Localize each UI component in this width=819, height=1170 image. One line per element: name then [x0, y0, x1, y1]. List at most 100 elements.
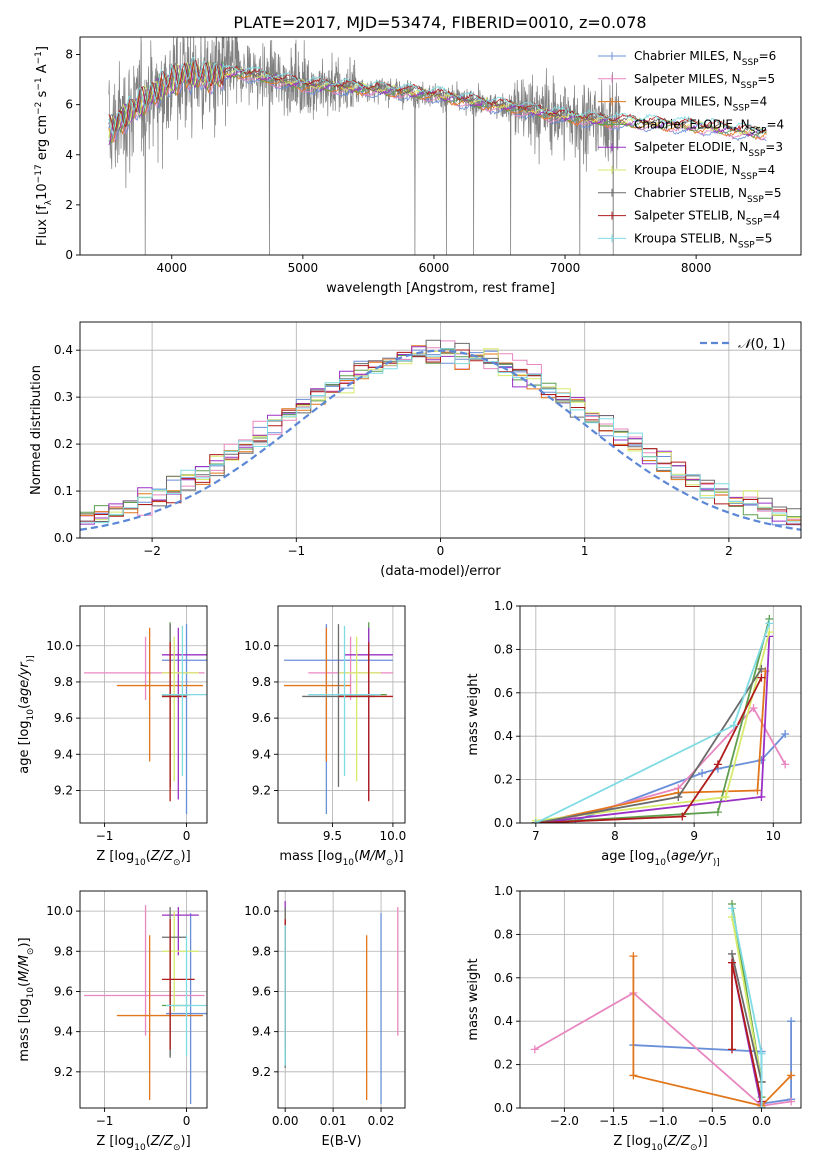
y-tick-label: 0.6 — [494, 971, 513, 985]
axes-age_vs_Z: −1 0 9.2 9.4 9.6 9.8 10.0 Z [log10(Z/Z⊙)] age [l… — [17, 605, 208, 868]
x-tick-label: 10 — [766, 829, 781, 843]
x-tick-label: 1 — [581, 544, 589, 558]
y-tick-label: 0.2 — [494, 1058, 513, 1072]
weight-line-salpeter_miles — [534, 991, 792, 1107]
weight-marker-salpeter_stelib — [678, 812, 687, 821]
y-tick-label: 9.2 — [252, 783, 271, 797]
y-tick-label: 6 — [65, 98, 73, 112]
x-axis-label: mass [log10(M/M⊙)] — [279, 849, 403, 868]
weight-marker-chabrier_miles — [698, 769, 707, 778]
y-tick-label: 0.4 — [494, 729, 513, 743]
axes-frame — [519, 605, 802, 824]
y-axis-label: mass [log10(M/M⊙)] — [17, 937, 36, 1061]
x-tick-label: 0.0 — [752, 1114, 771, 1128]
legend-label: Kroupa STELIB, NSSP=5 — [634, 231, 772, 250]
legend-label: Chabrier MILES, NSSP=6 — [634, 49, 776, 68]
weight-marker-kroupa_stelib — [531, 819, 540, 823]
histogram-kroupa_stelib — [80, 348, 801, 524]
legend-label: Salpeter MILES, NSSP=5 — [634, 72, 775, 91]
plot-area-weight_vs_age — [531, 615, 790, 823]
y-tick-label: 9.2 — [54, 1065, 73, 1079]
axes-spectrum: Chabrier MILES, NSSP=6 Salpeter MILES, NS… — [34, 36, 802, 296]
y-tick-label: 9.8 — [54, 944, 73, 958]
y-tick-label: 0.2 — [494, 773, 513, 787]
axes-frame — [79, 36, 802, 256]
weight-marker-chabrier_stelib — [727, 949, 736, 958]
legend-spectrum: Chabrier MILES, NSSP=6 Salpeter MILES, NS… — [598, 49, 784, 250]
y-tick-label: 0.8 — [494, 927, 513, 941]
plot-area-age_vs_Z — [84, 622, 207, 814]
weight-line-salpeter_stelib — [535, 677, 763, 823]
x-tick-label: 5000 — [288, 261, 319, 275]
x-tick-label: −1 — [287, 544, 305, 558]
weight-marker-kroupa_stelib — [757, 1104, 766, 1108]
weight-marker-salpeter_elodie — [757, 792, 766, 801]
weight-line-kroupa_miles — [632, 956, 792, 1107]
legend-label: Kroupa ELODIE, NSSP=4 — [634, 163, 775, 182]
weight-marker-salpeter_miles — [781, 760, 790, 769]
legend-label: Kroupa MILES, NSSP=4 — [634, 95, 767, 114]
legend-label: Chabrier ELODIE, NSSP=4 — [634, 117, 784, 136]
x-tick-label: −1 — [96, 1114, 114, 1128]
y-tick-label: 9.8 — [54, 675, 73, 689]
model-spectrum-kroupa_stelib — [108, 56, 767, 135]
y-tick-label: 9.6 — [54, 984, 73, 998]
weight-marker-kroupa_miles — [629, 1071, 638, 1080]
axes-frame — [519, 890, 802, 1109]
figure-title: PLATE=2017, MJD=53474, FIBERID=0010, z=0… — [233, 13, 646, 32]
legend-label: 𝒩(0, 1) — [738, 337, 785, 352]
legend-label: Salpeter STELIB, NSSP=4 — [634, 209, 780, 228]
y-tick-label: 0.2 — [54, 437, 73, 451]
legend-label: Salpeter ELODIE, NSSP=3 — [634, 140, 783, 159]
x-tick-label: 0 — [183, 829, 191, 843]
plot-area-spectrum — [108, 37, 767, 255]
axes-residuals: 𝒩(0, 1) −2 −1 0 1 2 0.0 0.1 0.2 0.3 0.4 (data-model… — [29, 321, 802, 579]
weight-marker-kroupa_stelib — [765, 619, 774, 628]
plot-area-mass_vs_ebv — [284, 901, 399, 1104]
y-tick-label: 0.4 — [494, 1014, 513, 1028]
y-tick-label: 0.3 — [54, 390, 73, 404]
y-tick-label: 1.0 — [494, 599, 513, 613]
weight-marker-chabrier_elodie — [713, 808, 722, 817]
y-axis-label: Flux [fλ10−17 erg cm−2 s−1 A−1] — [34, 46, 54, 246]
x-axis-label: Z [log10(Z/Z⊙)] — [96, 1134, 190, 1153]
x-tick-label: −2.0 — [550, 1114, 579, 1128]
y-tick-label: 0.6 — [494, 686, 513, 700]
axes-weight_vs_Z: −2.0 −1.5 −1.0 −0.5 0.0 0.0 0.2 0.4 0.6 0.8 1.0 Z [… — [466, 884, 802, 1153]
y-tick-label: 2 — [65, 198, 73, 212]
x-tick-label: 0.00 — [272, 1114, 299, 1128]
x-tick-label: 0 — [437, 544, 445, 558]
weight-marker-salpeter_miles — [749, 703, 758, 712]
x-tick-label: 7 — [532, 829, 540, 843]
x-tick-label: 7000 — [550, 261, 581, 275]
x-tick-label: 8 — [611, 829, 619, 843]
y-tick-label: 0.0 — [54, 531, 73, 545]
plot-area-age_vs_mass — [284, 622, 393, 814]
y-tick-label: 9.2 — [252, 1065, 271, 1079]
weight-marker-chabrier_miles — [787, 1017, 796, 1026]
axes-frame — [79, 890, 208, 1109]
y-tick-label: 4 — [65, 148, 73, 162]
y-tick-label: 9.8 — [252, 675, 271, 689]
x-axis-label: (data-model)/error — [380, 564, 501, 579]
y-tick-label: 10.0 — [244, 904, 271, 918]
x-tick-label: 2 — [725, 544, 733, 558]
y-tick-label: 0.0 — [494, 816, 513, 830]
legend-residuals: 𝒩(0, 1) — [700, 337, 785, 352]
normal-curve — [80, 349, 801, 531]
y-tick-label: 9.6 — [252, 984, 271, 998]
weight-marker-kroupa_stelib — [727, 904, 736, 913]
y-tick-label: 8 — [65, 48, 73, 62]
weight-marker-kroupa_stelib — [757, 1049, 766, 1058]
y-axis-label: mass weight — [466, 958, 481, 1040]
x-axis-label: wavelength [Angstrom, rest frame] — [326, 281, 555, 296]
axes-age_vs_mass: 9.5 10.0 9.2 9.4 9.6 9.8 10.0 mass [log10(M/M⊙)… — [244, 605, 406, 868]
axes-frame — [277, 890, 406, 1109]
y-tick-label: 9.4 — [252, 747, 271, 761]
y-axis-label: Normed distribution — [29, 365, 44, 495]
x-tick-label: 0.02 — [368, 1114, 395, 1128]
weight-marker-kroupa_stelib — [729, 721, 738, 730]
y-tick-label: 10.0 — [244, 639, 271, 653]
